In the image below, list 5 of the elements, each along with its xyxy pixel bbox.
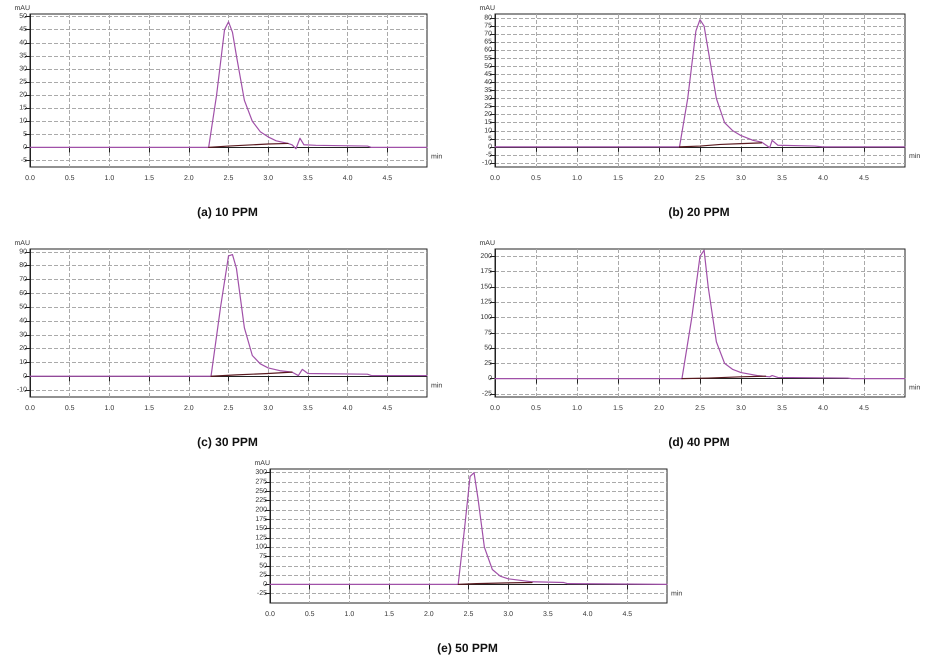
text: (b) 20 PPM (668, 205, 730, 219)
text: (a) 10 PPM (197, 205, 258, 219)
text: (c) 30 PPM (197, 435, 258, 449)
text: (d) 40 PPM (668, 435, 730, 449)
text: (e) 50 PPM (437, 641, 498, 655)
